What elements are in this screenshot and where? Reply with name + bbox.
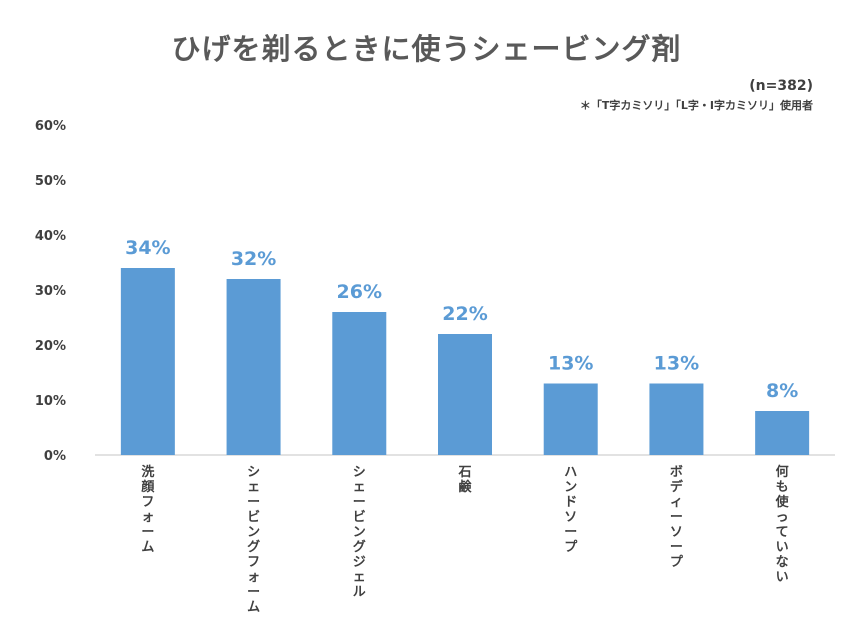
y-tick-label: 30% [35,284,66,299]
bar [649,383,704,455]
x-tick-label: 洗顔フォーム [140,464,155,555]
y-tick-label: 10% [35,394,66,409]
bar [332,312,387,455]
bar [226,279,281,455]
data-label: 8% [766,380,798,402]
bar [120,268,175,455]
data-label: 26% [337,281,382,303]
x-tick-label: 石鹸 [457,465,472,495]
x-tick-label: 何も使っていない [775,464,790,585]
y-tick-label: 0% [44,449,66,464]
y-tick-label: 40% [35,229,66,244]
y-tick-label: 20% [35,339,66,354]
x-tick-label: シェービングジェル [353,465,366,600]
data-label: 13% [548,353,593,375]
y-tick-label: 60% [35,119,66,134]
bar [543,383,598,455]
data-label: 34% [125,237,170,259]
data-label: 32% [231,248,276,270]
y-tick-label: 50% [35,174,66,189]
chart-title: ひげを剃るときに使うシェービング剤 [171,32,682,66]
bar [755,411,810,455]
sample-size-label: (n=382) [749,78,813,94]
data-label: 22% [442,303,487,325]
x-tick-label: ハンドソープ [564,465,578,555]
chart-note: ＊「T字カミソリ」「L字・I字カミソリ」使用者 [579,99,813,112]
bar [438,334,492,455]
data-label: 13% [654,353,699,375]
x-tick-label: シェービングフォーム [247,465,260,615]
x-tick-label: ボディーソープ [670,464,684,570]
